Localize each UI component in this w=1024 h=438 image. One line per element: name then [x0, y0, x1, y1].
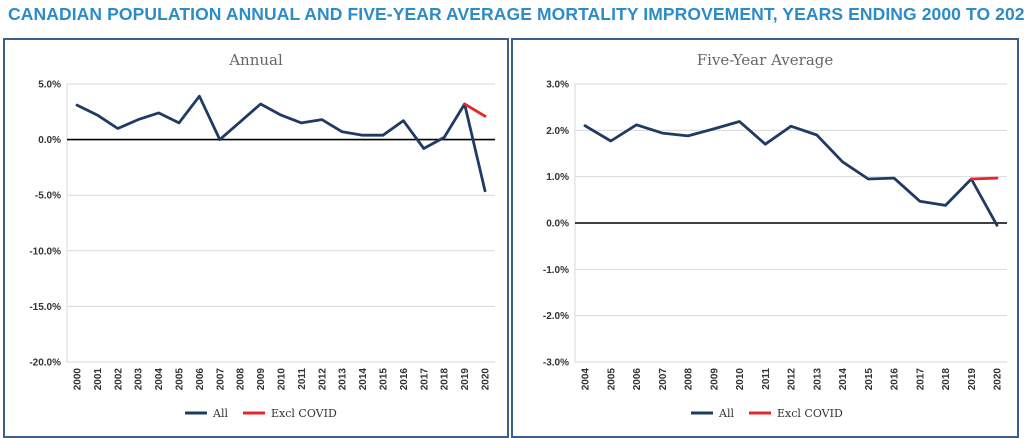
annual-x-tick-label: 2011 [297, 368, 308, 390]
annual-x-tick-label: 2001 [93, 368, 104, 391]
annual-x-tick-label: 2018 [440, 368, 451, 391]
five-year-legend-label: All [718, 407, 734, 420]
annual-legend-label: All [212, 407, 228, 420]
five-year-y-tick-label: -3.0% [543, 358, 569, 369]
five-year-y-tick-label: -2.0% [543, 311, 569, 322]
five-year-legend: All Excl COVID [691, 407, 843, 420]
five-year-x-tick-label: 2015 [864, 368, 875, 391]
annual-x-tick-label: 2008 [236, 368, 247, 391]
five-year-legend-label: Excl COVID [777, 407, 843, 420]
annual-x-tick-label: 2000 [73, 368, 84, 391]
annual-x-tick-label: 2019 [460, 368, 471, 391]
annual-x-tick-label: 2010 [277, 368, 288, 391]
annual-x-axis: 2000 2001 2002 2003 2004 2005 2006 2007 2008 2009… [73, 368, 492, 391]
five-year-y-tick-label: 1.0% [546, 172, 569, 183]
annual-x-tick-label: 2009 [256, 368, 267, 391]
annual-series-excl-covid-line [463, 102, 487, 118]
annual-x-tick-label: 2016 [399, 368, 410, 391]
annual-x-tick-label: 2003 [134, 368, 145, 391]
five-year-y-tick-label: -1.0% [543, 265, 569, 276]
five-year-x-tick-label: 2011 [761, 368, 772, 390]
annual-x-tick-label: 2012 [317, 368, 328, 391]
five-year-average-chart: Five-Year Average 3.0% 2.0% 1.0% 0.0% -1.0% -… [511, 38, 1019, 438]
annual-gridlines [66, 83, 495, 363]
five-year-x-tick-label: 2012 [787, 368, 798, 391]
five-year-y-tick-label: 0.0% [546, 219, 569, 230]
annual-chart: Annual 5.0% 0.0% -5.0% -10.0% -15.0% -20.0% 2… [3, 38, 509, 438]
five-year-x-tick-label: 2020 [993, 368, 1004, 391]
annual-y-tick-label: -5.0% [35, 191, 61, 202]
five-year-x-tick-label: 2007 [658, 368, 669, 391]
annual-legend-label: Excl COVID [271, 407, 337, 420]
annual-y-tick-label: 5.0% [38, 80, 61, 91]
annual-x-tick-label: 2015 [379, 368, 390, 391]
annual-x-tick-label: 2006 [195, 368, 206, 391]
annual-x-tick-label: 2002 [113, 368, 124, 391]
five-year-x-tick-label: 2010 [735, 368, 746, 391]
five-year-x-tick-label: 2017 [915, 368, 926, 391]
five-year-chart-title: Five-Year Average [697, 51, 834, 69]
five-year-x-tick-label: 2018 [941, 368, 952, 391]
annual-x-tick-label: 2020 [481, 368, 492, 391]
five-year-series [583, 120, 999, 227]
annual-x-tick-label: 2007 [215, 368, 226, 391]
five-year-y-axis: 3.0% 2.0% 1.0% 0.0% -1.0% -2.0% -3.0% [543, 80, 569, 369]
five-year-x-tick-label: 2019 [967, 368, 978, 391]
annual-y-axis: 5.0% 0.0% -5.0% -10.0% -15.0% -20.0% [29, 80, 61, 369]
five-year-x-tick-label: 2014 [838, 368, 849, 391]
annual-series-all-line [75, 94, 487, 193]
annual-x-tick-label: 2014 [358, 368, 369, 391]
five-year-series-excl-covid-line [969, 176, 999, 181]
five-year-x-tick-label: 2009 [709, 368, 720, 391]
annual-chart-title: Annual [228, 51, 283, 69]
five-year-gridlines [574, 83, 1007, 363]
annual-x-tick-label: 2004 [154, 368, 165, 391]
five-year-x-tick-label: 2004 [581, 368, 592, 391]
five-year-y-tick-label: 2.0% [546, 126, 569, 137]
five-year-series-all-line [583, 120, 999, 227]
annual-x-tick-label: 2005 [175, 368, 186, 391]
annual-y-tick-label: -20.0% [29, 358, 61, 369]
annual-y-tick-label: 0.0% [38, 135, 61, 146]
five-year-x-tick-label: 2005 [606, 368, 617, 391]
annual-series [75, 94, 487, 193]
five-year-x-tick-label: 2006 [632, 368, 643, 391]
page-title: CANADIAN POPULATION ANNUAL AND FIVE-YEAR… [8, 4, 1024, 24]
five-year-x-tick-label: 2008 [684, 368, 695, 391]
annual-y-tick-label: -10.0% [29, 246, 61, 257]
annual-legend: All Excl COVID [185, 407, 337, 420]
five-year-x-tick-label: 2016 [890, 368, 901, 391]
annual-x-tick-label: 2017 [419, 368, 430, 391]
five-year-x-axis: 2004 2005 2006 2007 2008 2009 2010 2011 2012 2013… [581, 368, 1004, 391]
five-year-x-tick-label: 2013 [812, 368, 823, 391]
annual-x-tick-label: 2013 [338, 368, 349, 391]
annual-y-tick-label: -15.0% [29, 302, 61, 313]
five-year-y-tick-label: 3.0% [546, 80, 569, 91]
